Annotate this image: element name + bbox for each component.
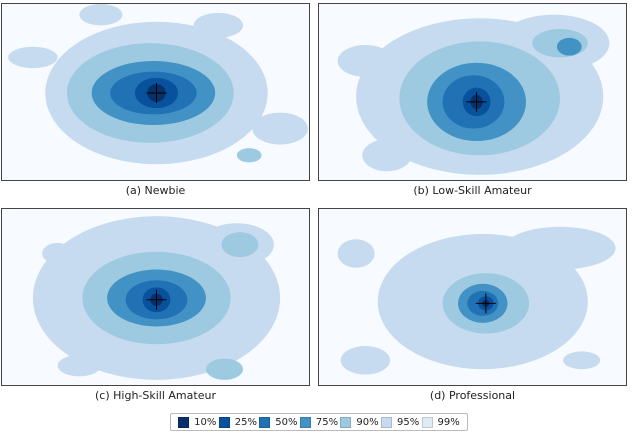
- legend-swatch: [218, 416, 230, 428]
- legend-label: 25%: [234, 416, 257, 428]
- plot-area-a: [1, 3, 310, 181]
- legend-swatch: [259, 416, 271, 428]
- plot-area-c: [1, 208, 310, 386]
- legend-swatch: [421, 416, 433, 428]
- contour-region-95%: [337, 44, 394, 77]
- legend-label: 75%: [315, 416, 339, 428]
- legend-item: 10%: [178, 416, 217, 428]
- contour-region-90%: [205, 358, 244, 380]
- legend-label: 99%: [437, 416, 460, 428]
- caption-d: (d) Professional: [429, 389, 516, 402]
- heatmap-a: [2, 4, 309, 180]
- contour-region-95%: [193, 12, 244, 38]
- legend-label: 50%: [275, 416, 298, 428]
- legend-item: 99%: [421, 416, 460, 428]
- caption-a: (a) Newbie: [125, 184, 186, 197]
- crosshair-icon: [466, 91, 487, 112]
- legend-item: 95%: [380, 416, 420, 428]
- plot-area-b: [318, 3, 627, 181]
- heatmap-d: [319, 209, 626, 385]
- legend-swatch: [380, 416, 392, 428]
- crosshair-icon: [146, 289, 167, 310]
- contour-region-95%: [252, 112, 308, 145]
- contour-region-95%: [42, 242, 74, 265]
- legend-label: 10%: [194, 416, 217, 428]
- contour-region-75%: [556, 37, 582, 56]
- crosshair-icon: [475, 293, 496, 314]
- contour-region-90%: [221, 232, 259, 258]
- contour-region-95%: [8, 46, 58, 69]
- legend-item: 75%: [299, 416, 339, 428]
- legend-item: 90%: [340, 416, 379, 428]
- contour-region-95%: [504, 226, 616, 270]
- legend-swatch: [299, 416, 311, 428]
- crosshair-icon: [146, 83, 167, 103]
- contour-region-90%: [236, 148, 262, 163]
- legend-swatch: [178, 416, 190, 428]
- contour-region-95%: [362, 139, 412, 172]
- contour-region-95%: [57, 354, 101, 377]
- legend-swatch: [340, 416, 352, 428]
- heatmap-c: [2, 209, 309, 385]
- legend-item: 25%: [218, 416, 257, 428]
- plot-area-d: [318, 208, 627, 386]
- heatmap-b: [319, 4, 626, 180]
- contour-region-95%: [563, 351, 601, 370]
- legend: 10% 25% 50% 75% 90% 95% 99%: [170, 413, 468, 431]
- caption-b: (b) Low-Skill Amateur: [413, 184, 532, 197]
- legend-label: 90%: [356, 416, 379, 428]
- legend-item: 50%: [259, 416, 298, 428]
- contour-region-95%: [340, 346, 391, 375]
- caption-c: (c) High-Skill Amateur: [95, 389, 216, 402]
- contour-region-95%: [79, 4, 123, 26]
- contour-region-95%: [337, 239, 375, 268]
- legend-label: 95%: [396, 416, 420, 428]
